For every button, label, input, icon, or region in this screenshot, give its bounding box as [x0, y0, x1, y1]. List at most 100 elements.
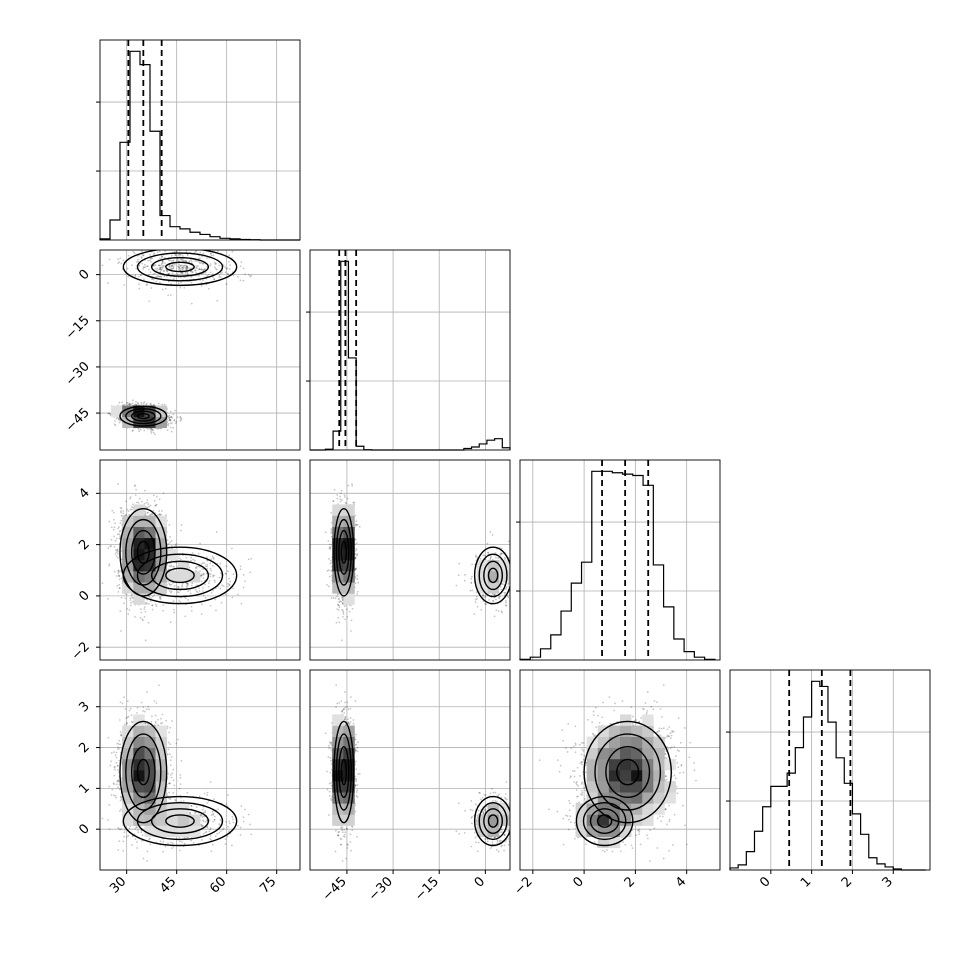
scatter-point — [142, 268, 145, 270]
scatter-point — [170, 265, 173, 268]
scatter-point — [179, 416, 182, 419]
scatter-point — [203, 268, 206, 271]
scatter-point — [113, 535, 115, 538]
scatter-point — [115, 549, 117, 551]
scatter-point — [152, 494, 155, 497]
scatter-point — [229, 264, 232, 267]
scatter-point — [168, 419, 171, 422]
scatter-point — [210, 254, 213, 257]
scatter-point — [185, 265, 188, 268]
scatter-point — [155, 504, 157, 507]
scatter-point — [224, 266, 227, 269]
scatter-point — [194, 269, 196, 272]
scatter-point — [236, 593, 239, 596]
scatter-point — [117, 418, 120, 421]
scatter-point — [166, 420, 169, 423]
scatter-point — [163, 275, 166, 278]
scatter-point — [250, 557, 253, 560]
scatter-point — [226, 272, 229, 275]
scatter-point — [244, 273, 246, 276]
scatter-point — [122, 510, 125, 512]
scatter-point — [125, 402, 128, 404]
scatter-point — [142, 619, 144, 622]
scatter-point — [150, 427, 153, 430]
scatter-point — [155, 275, 158, 278]
scatter-point — [129, 599, 132, 602]
scatter-point — [190, 559, 192, 562]
scatter-point — [171, 247, 173, 249]
scatter-point — [198, 587, 200, 589]
scatter-point — [177, 254, 179, 257]
scatter-point — [139, 274, 142, 276]
scatter-point — [186, 584, 189, 587]
scatter-point — [108, 412, 111, 415]
scatter-point — [127, 613, 130, 615]
scatter-point — [135, 400, 137, 403]
scatter-point — [214, 263, 217, 265]
scatter-point — [159, 271, 162, 273]
scatter-point — [180, 271, 182, 274]
scatter-point — [166, 270, 169, 272]
scatter-point — [200, 268, 203, 271]
scatter-point — [224, 572, 227, 575]
scatter-point — [187, 246, 189, 248]
scatter-point — [117, 483, 119, 485]
scatter-point — [209, 573, 212, 575]
scatter-point — [147, 505, 150, 508]
scatter-point — [172, 426, 175, 429]
scatter-point — [218, 576, 221, 579]
scatter-point — [225, 267, 228, 270]
scatter-point — [199, 565, 201, 568]
scatter-point — [167, 245, 169, 247]
scatter-point — [185, 585, 188, 588]
scatter-point — [163, 403, 166, 406]
scatter-point — [143, 615, 146, 618]
scatter-point — [113, 570, 116, 573]
scatter-point — [188, 260, 191, 262]
scatter-point — [116, 549, 119, 552]
scatter-point — [172, 413, 175, 416]
panel-frame — [519, 459, 721, 661]
scatter-point — [101, 264, 104, 267]
scatter-point — [158, 513, 161, 515]
scatter-point — [178, 557, 181, 560]
scatter-point — [119, 257, 122, 260]
scatter-point — [179, 276, 182, 279]
scatter-point — [140, 250, 143, 253]
scatter-point — [136, 501, 138, 504]
scatter-point — [215, 531, 218, 533]
scatter-point — [159, 264, 162, 267]
scatter-point — [200, 574, 203, 577]
scatter-point — [219, 572, 222, 575]
scatter-point — [159, 266, 162, 269]
scatter-point — [118, 401, 121, 404]
scatter-point — [152, 509, 155, 512]
scatter-point — [174, 254, 177, 257]
scatter-point — [145, 403, 148, 405]
scatter-point — [250, 274, 253, 277]
scatter-point — [197, 265, 199, 267]
scatter-point — [201, 603, 203, 606]
scatter-point — [180, 418, 182, 421]
scatter-point — [160, 269, 162, 271]
scatter-point — [160, 268, 163, 271]
scatter-point — [187, 582, 189, 585]
scatter-point — [186, 583, 189, 586]
scatter-point — [108, 563, 111, 566]
scatter-point — [118, 570, 121, 573]
histogram-p3 — [729, 680, 926, 871]
scatter-point — [132, 399, 134, 402]
scatter-point — [134, 403, 137, 406]
scatter-point — [176, 259, 179, 262]
scatter-point — [130, 508, 133, 511]
scatter-point — [158, 513, 161, 516]
scatter-point — [154, 263, 157, 266]
scatter-point — [202, 594, 205, 597]
scatter-point — [168, 417, 170, 420]
scatter-point — [186, 266, 189, 269]
scatter-point — [118, 578, 121, 581]
scatter-point — [145, 284, 148, 287]
scatter-point — [211, 565, 214, 567]
scatter-point — [163, 269, 165, 272]
scatter-point — [138, 430, 140, 433]
